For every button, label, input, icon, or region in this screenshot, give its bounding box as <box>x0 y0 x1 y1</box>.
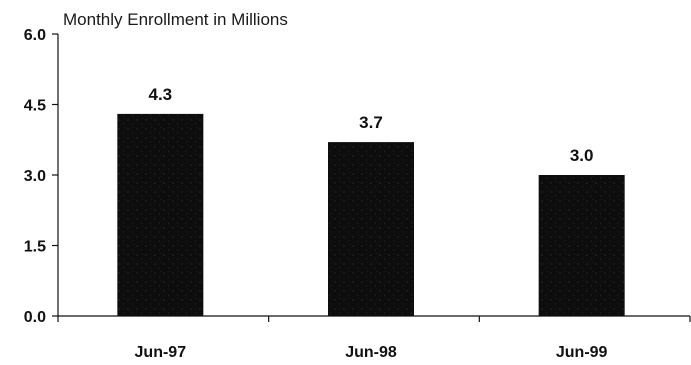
bar <box>328 142 414 316</box>
chart-title: Monthly Enrollment in Millions <box>63 10 288 29</box>
data-label: 3.7 <box>359 113 383 132</box>
y-tick-label: 3.0 <box>24 168 46 185</box>
y-tick-label: 6.0 <box>24 27 46 44</box>
y-tick-label: 4.5 <box>24 98 46 115</box>
x-axis-ticks: Jun-97 Jun-98 Jun-99 <box>57 316 691 361</box>
bars <box>117 113 625 317</box>
y-axis-ticks: 0.0 1.5 3.0 4.5 6.0 <box>24 27 58 326</box>
x-tick-label: Jun-99 <box>556 344 608 361</box>
x-tick-label: Jun-98 <box>345 344 397 361</box>
x-tick-label: Jun-97 <box>135 344 187 361</box>
y-tick-label: 1.5 <box>24 239 46 256</box>
bar <box>538 175 625 316</box>
bar <box>117 113 204 317</box>
y-tick-label: 0.0 <box>24 309 46 326</box>
data-labels: 4.3 3.7 3.0 <box>149 85 594 165</box>
data-label: 4.3 <box>149 85 173 104</box>
data-label: 3.0 <box>570 146 594 165</box>
